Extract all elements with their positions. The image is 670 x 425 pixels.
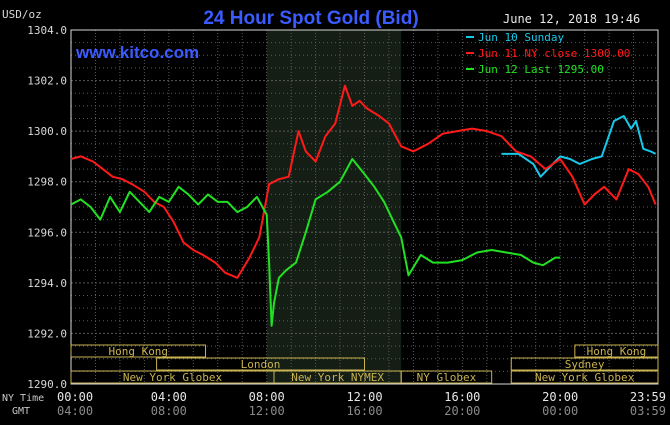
session-box — [510, 357, 659, 371]
series-line — [70, 158, 561, 327]
session-label: Hong Kong — [108, 345, 168, 358]
kitco-watermark: www.kitco.com — [75, 43, 199, 62]
gmt-row-label: GMT — [12, 406, 30, 417]
session-label: New York Globex — [535, 371, 635, 384]
session-label: London — [241, 358, 281, 371]
ny-time-row-label: NY Time — [2, 393, 44, 404]
x-tick-label-ny: 04:00 — [151, 390, 187, 404]
session-box — [574, 344, 659, 358]
chart-title: 24 Hour Spot Gold (Bid) — [203, 8, 418, 29]
grid-lines — [71, 30, 658, 384]
series-line — [501, 115, 657, 178]
y-tick-label: 1302.0 — [27, 75, 67, 88]
x-tick-label-gmt: 12:00 — [249, 404, 285, 418]
y-tick-label: 1292.0 — [27, 327, 67, 340]
x-tick-label-ny: 00:00 — [57, 390, 93, 404]
session-label: Sydney — [565, 358, 605, 371]
session-box — [510, 370, 659, 384]
x-axis-ticks: NY TimeGMT00:0004:0004:0008:0008:0012:00… — [2, 390, 666, 418]
price-series — [70, 84, 657, 327]
y-tick-label: 1304.0 — [27, 24, 67, 37]
legend: Jun 10 Sunday Jun 11 NY close 1300.00 Jun … — [466, 31, 630, 76]
x-tick-label-gmt: 16:00 — [346, 404, 382, 418]
session-box — [70, 344, 207, 358]
x-tick-label-gmt: 08:00 — [151, 404, 187, 418]
x-tick-label-ny: 16:00 — [444, 390, 480, 404]
series-line — [70, 84, 657, 279]
legend-entry: Jun 11 NY close 1300.00 — [478, 47, 630, 60]
y-tick-label: 1296.0 — [27, 226, 67, 239]
x-tick-label-ny: 08:00 — [249, 390, 285, 404]
x-tick-label-gmt: 03:59 — [630, 404, 666, 418]
x-tick-label-gmt: 00:00 — [542, 404, 578, 418]
y-tick-label: 1298.0 — [27, 176, 67, 189]
y-tick-label: 1300.0 — [27, 125, 67, 138]
plot-border — [70, 29, 659, 385]
legend-entry: Jun 10 Sunday — [478, 31, 564, 44]
session-label: New York NYMEX — [291, 371, 384, 384]
nymex-session-shade — [266, 30, 402, 384]
y-tick-label: 1294.0 — [27, 277, 67, 290]
timestamp: June 12, 2018 19:46 — [503, 12, 640, 26]
session-box — [156, 357, 365, 371]
x-tick-label-ny: 12:00 — [346, 390, 382, 404]
session-label: Hong Kong — [587, 345, 647, 358]
x-tick-label-ny: 20:00 — [542, 390, 578, 404]
y-tick-label: 1290.0 — [27, 378, 67, 391]
session-label: New York Globex — [123, 371, 223, 384]
session-box — [400, 370, 493, 384]
x-tick-label-gmt: 20:00 — [444, 404, 480, 418]
x-tick-label-ny: 23:59 — [630, 390, 666, 404]
y-axis-ticks: 1304.0 1302.0 1300.0 1298.0 1296.0 1294.0 1292… — [27, 24, 67, 391]
session-label: NY Globex — [417, 371, 477, 384]
y-axis-unit-label: USD/oz — [2, 8, 42, 21]
legend-entry: Jun 12 Last 1295.00 — [478, 63, 604, 76]
x-tick-label-gmt: 04:00 — [57, 404, 93, 418]
